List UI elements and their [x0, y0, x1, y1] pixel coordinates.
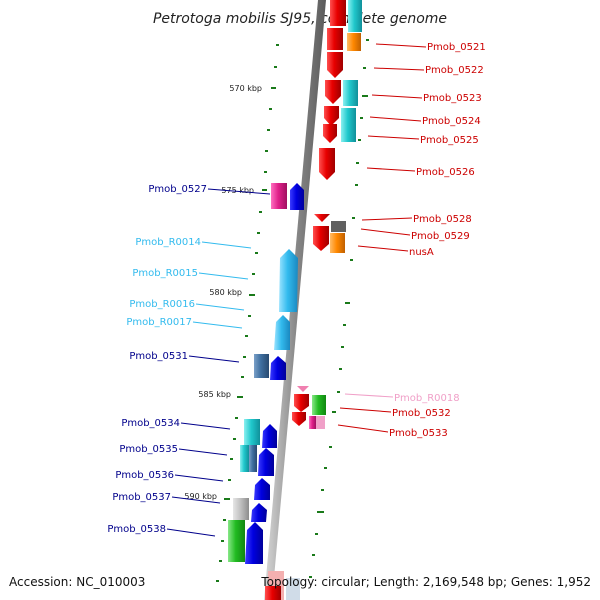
- scale-label: 570 kbp: [229, 84, 262, 93]
- gene-arrow: [292, 412, 306, 426]
- tick-ruler-right: [309, 39, 369, 578]
- left-labels: Pmob_0527 Pmob_R0014 Pmob_R0015 Pmob_R00…: [107, 184, 271, 537]
- gene-label: Pmob_0535: [119, 444, 178, 455]
- gene-block: [331, 221, 346, 232]
- scale-label: 585 kbp: [198, 390, 231, 399]
- gene-block: [341, 108, 356, 142]
- gene-label: Pmob_0538: [107, 524, 166, 535]
- scale-labels: 570 kbp 575 kbp 580 kbp 585 kbp 590 kbp: [184, 84, 262, 501]
- gene-arrow: [258, 448, 274, 476]
- gene-arrow: [294, 394, 309, 412]
- gene-block: [233, 498, 249, 520]
- gene-label: Pmob_R0014: [135, 237, 201, 248]
- scale-label: 575 kbp: [221, 186, 254, 195]
- gene-label: Pmob_R0016: [129, 299, 195, 310]
- scale-label: 590 kbp: [184, 492, 217, 501]
- gene-label: Pmob_0533: [389, 428, 448, 439]
- gene-block: [343, 80, 358, 106]
- gene-label: Pmob_0523: [423, 93, 482, 104]
- gene-label: Pmob_0527: [148, 184, 207, 195]
- gene-label: Pmob_0522: [425, 65, 484, 76]
- topology-text: Topology: circular; Length: 2,169,548 bp…: [260, 575, 591, 589]
- gene-label: Pmob_0536: [115, 470, 174, 481]
- gene-label: Pmob_R0018: [394, 393, 460, 404]
- gene-label: Pmob_0537: [112, 492, 171, 503]
- gene-arrow: [251, 503, 267, 522]
- gene-arrow: [324, 106, 339, 126]
- reverse-strand-genes: [228, 183, 304, 564]
- gene-label: Pmob_0524: [422, 116, 481, 127]
- gene-block-cut: [327, 28, 343, 50]
- gene-block-cut: [286, 578, 300, 600]
- gene-arrow: [314, 214, 330, 222]
- gene-arrow: [313, 226, 329, 251]
- scale-label: 580 kbp: [209, 288, 242, 297]
- gene-label: Pmob_0525: [420, 135, 479, 146]
- gene-arrow: [254, 478, 270, 500]
- gene-label: Pmob_R0017: [126, 317, 192, 328]
- gene-arrow: [270, 356, 286, 380]
- gene-block: [316, 416, 325, 429]
- gene-block: [240, 445, 249, 472]
- gene-label: Pmob_0529: [411, 231, 470, 242]
- map-title: Petrotoga mobilis SJ95, complete genome: [153, 11, 447, 27]
- gene-block: [249, 445, 257, 472]
- rrna-arrow: [274, 315, 290, 350]
- gene-label: Pmob_R0015: [132, 268, 198, 279]
- gene-block: [254, 354, 269, 378]
- gene-label: nusA: [409, 247, 434, 258]
- gene-arrow: [319, 148, 335, 180]
- gene-label: Pmob_0521: [427, 42, 486, 53]
- gene-block: [271, 183, 287, 209]
- gene-block: [228, 520, 245, 562]
- gene-block: [330, 233, 345, 253]
- accession-text: Accession: NC_010003: [9, 575, 145, 589]
- gene-arrow: [327, 52, 343, 78]
- gene-label: Pmob_0526: [416, 167, 475, 178]
- gene-arrow: [262, 424, 277, 448]
- gene-block-cut: [330, 0, 346, 26]
- rrna-arrow: [279, 249, 298, 312]
- gene-block: [309, 416, 316, 429]
- gene-block-cut: [265, 586, 281, 600]
- gene-label: Pmob_0532: [392, 408, 451, 419]
- forward-strand-genes: [265, 0, 362, 600]
- gene-block: [347, 33, 361, 51]
- rrna-marker: [297, 386, 309, 392]
- gene-label: Pmob_0531: [129, 351, 188, 362]
- gene-label: Pmob_0534: [121, 418, 180, 429]
- right-labels: Pmob_0521 Pmob_0522 Pmob_0523 Pmob_0524 …: [337, 42, 486, 439]
- gene-block-cut: [348, 0, 362, 32]
- tick-ruler-left: [216, 44, 279, 582]
- gene-arrow: [323, 124, 337, 143]
- gene-block: [312, 395, 326, 415]
- gene-block: [244, 419, 260, 445]
- gene-arrow: [325, 80, 341, 104]
- gene-label: Pmob_0528: [413, 214, 472, 225]
- gene-arrow: [245, 522, 263, 564]
- gene-arrow: [290, 183, 304, 210]
